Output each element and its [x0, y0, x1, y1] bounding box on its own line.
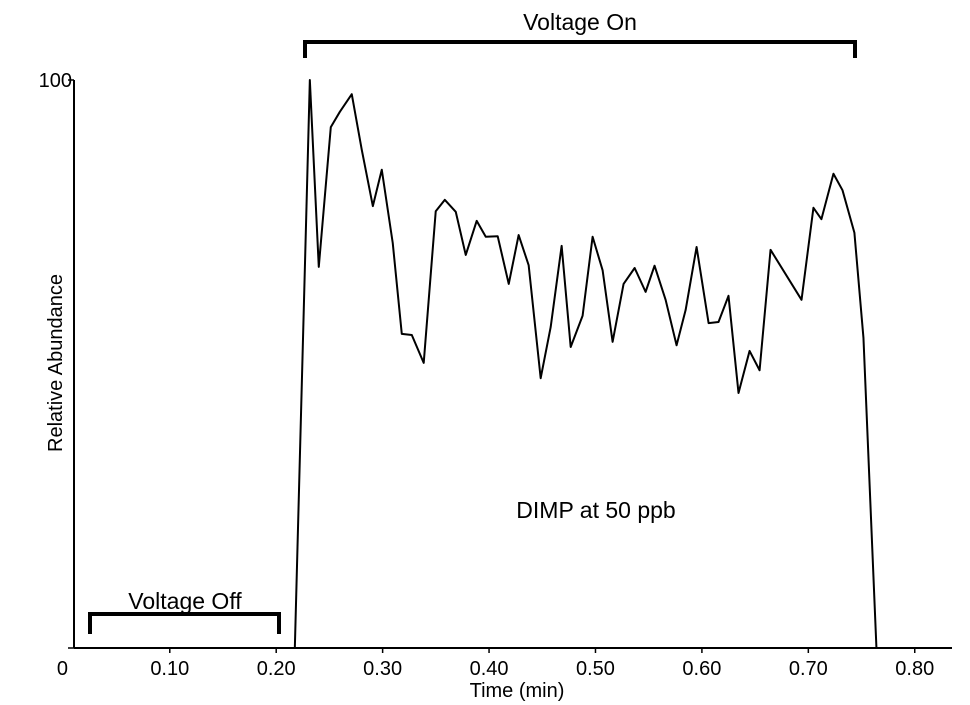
bracket-on — [303, 40, 857, 58]
y-tick-label: 100 — [39, 70, 72, 92]
x-tick-label: 0.70 — [789, 658, 828, 680]
x-tick-label: 0.60 — [682, 658, 721, 680]
x-tick-label: 0.40 — [470, 658, 509, 680]
x-axis-label: Time (min) — [470, 680, 565, 702]
x-tick-label: 0.10 — [150, 658, 189, 680]
x-tick-label: 0.30 — [363, 658, 402, 680]
y-tick-label: 0 — [57, 658, 68, 680]
data-line — [74, 79, 950, 649]
x-tick-label: 0.20 — [257, 658, 296, 680]
bracket-off — [88, 612, 281, 634]
annotation: Voltage On — [523, 9, 637, 35]
y-axis-label: Relative Abundance — [45, 274, 67, 452]
x-tick-label: 0.50 — [576, 658, 615, 680]
annotation: DIMP at 50 ppb — [516, 497, 675, 523]
annotation: Voltage Off — [128, 588, 242, 614]
x-tick-label: 0.80 — [895, 658, 934, 680]
